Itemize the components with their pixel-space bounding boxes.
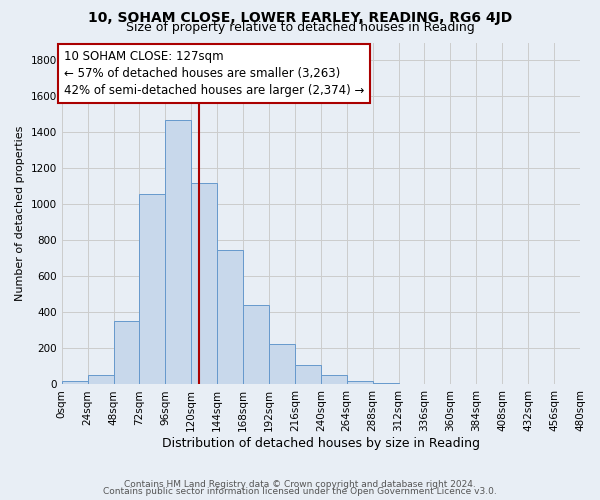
Bar — [269, 344, 295, 385]
Bar — [139, 194, 166, 384]
Bar — [191, 183, 217, 384]
Bar — [88, 376, 113, 384]
Bar — [62, 381, 88, 384]
Bar — [166, 120, 191, 384]
Text: 10, SOHAM CLOSE, LOWER EARLEY, READING, RG6 4JD: 10, SOHAM CLOSE, LOWER EARLEY, READING, … — [88, 11, 512, 25]
Text: Size of property relative to detached houses in Reading: Size of property relative to detached ho… — [125, 22, 475, 35]
Bar — [321, 374, 347, 384]
Bar — [295, 364, 321, 384]
X-axis label: Distribution of detached houses by size in Reading: Distribution of detached houses by size … — [162, 437, 480, 450]
Text: Contains public sector information licensed under the Open Government Licence v3: Contains public sector information licen… — [103, 487, 497, 496]
Bar — [113, 320, 139, 384]
Bar — [373, 383, 398, 384]
Text: 10 SOHAM CLOSE: 127sqm
← 57% of detached houses are smaller (3,263)
42% of semi-: 10 SOHAM CLOSE: 127sqm ← 57% of detached… — [64, 50, 364, 96]
Bar — [243, 306, 269, 384]
Y-axis label: Number of detached properties: Number of detached properties — [15, 126, 25, 301]
Text: Contains HM Land Registry data © Crown copyright and database right 2024.: Contains HM Land Registry data © Crown c… — [124, 480, 476, 489]
Bar — [217, 250, 243, 384]
Bar — [347, 381, 373, 384]
